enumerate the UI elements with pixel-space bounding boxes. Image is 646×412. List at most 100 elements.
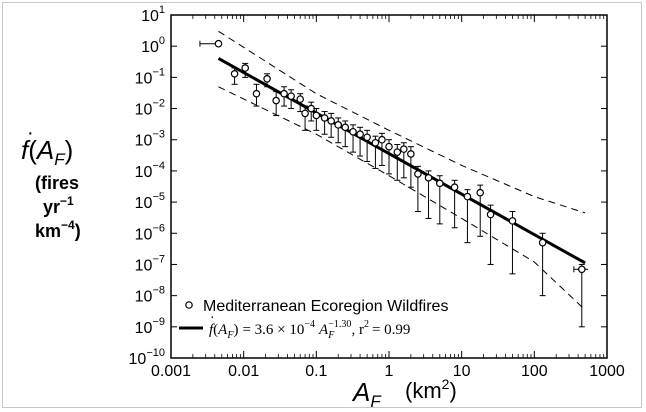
chart-svg: 10110010−110−210−310−410−510−610−710−810… <box>21 4 625 411</box>
y-tick-base: 10 <box>135 70 153 87</box>
data-point <box>414 170 422 178</box>
data-point <box>320 114 329 122</box>
legend-fit-A: A <box>217 322 228 338</box>
y-tick-label: 10−10 <box>129 347 165 368</box>
fit-line <box>217 57 586 265</box>
data-point <box>363 133 371 142</box>
y-axis-ticks: 10110010−110−210−310−410−510−610−710−810… <box>129 4 607 368</box>
data-point <box>378 135 386 144</box>
legend-fit-formula: f(AF) = 3.6 × 10−4 AF−1.30, r2 = 0.99 <box>209 319 410 341</box>
data-point <box>435 179 444 188</box>
legend-fit-r2exp: 2 <box>364 319 369 330</box>
y-tick-label: 10−2 <box>135 98 165 119</box>
y-tick-exp: −2 <box>152 98 165 110</box>
y-tick-exp: −8 <box>152 285 165 297</box>
svg-text:km−4): km−4) <box>35 218 81 241</box>
y-tick-label: 10−5 <box>135 191 165 212</box>
x-tick-label: 0.01 <box>228 363 259 380</box>
data-point <box>272 96 280 105</box>
y-tick-base: 10 <box>135 320 153 337</box>
data-point <box>538 238 547 247</box>
legend-fit-A2exp: −1.30 <box>328 319 351 330</box>
y-label-line4-close: ) <box>75 221 81 241</box>
data-point <box>241 64 250 72</box>
x-label-unit-exp: 2 <box>442 376 450 392</box>
x-tick-label: 10 <box>453 363 471 380</box>
legend-fit-A2: A <box>318 322 329 338</box>
data-point <box>327 117 335 125</box>
fit-line-group <box>217 57 586 265</box>
y-tick-exp: −1 <box>152 66 165 78</box>
y-tick-exp: 1 <box>159 4 165 16</box>
x-tick-label: 0.1 <box>305 363 327 380</box>
y-tick-exp: −10 <box>146 347 165 359</box>
y-label-paren-open: ( <box>28 135 37 165</box>
x-axis-label: AF (km2) <box>351 376 457 411</box>
y-tick-exp: −5 <box>152 191 165 203</box>
y-tick-exp: −4 <box>152 160 165 172</box>
y-label-line4-base: km <box>35 221 61 241</box>
x-tick-label: 1000 <box>589 363 625 380</box>
legend-fit-r2: , r <box>351 322 364 338</box>
y-tick-label: 10−9 <box>135 316 165 337</box>
legend-fit-f: f <box>209 322 215 338</box>
upper-confidence-band <box>218 30 586 214</box>
data-point <box>214 39 223 48</box>
data-point <box>287 92 295 100</box>
y-label-arg-sub: F <box>54 150 66 169</box>
confidence-bands <box>218 30 586 311</box>
legend-fit-coef-exp: −4 <box>304 319 315 330</box>
y-label-line3-exp: −1 <box>60 194 74 208</box>
svg-text:(km2): (km2) <box>405 376 457 403</box>
svg-text:yr−1: yr−1 <box>43 194 74 217</box>
y-tick-label: 10−1 <box>135 66 165 87</box>
y-label-line2: (fires <box>35 173 79 193</box>
y-tick-label: 10−7 <box>135 253 165 274</box>
data-point <box>312 111 321 120</box>
y-tick-base: 10 <box>135 164 153 181</box>
data-point <box>371 138 380 147</box>
data-points <box>199 39 589 328</box>
data-point <box>486 210 495 219</box>
data-point <box>349 127 357 136</box>
legend-series-label: Mediterranean Ecoregion Wildfires <box>203 298 448 315</box>
legend-fit-r2val: = 0.99 <box>372 322 410 338</box>
data-point <box>450 183 459 192</box>
y-tick-label: 10−6 <box>135 222 165 243</box>
legend: Mediterranean Ecoregion Wildfires f(AF) =… <box>179 298 448 341</box>
data-point <box>385 142 393 151</box>
legend-fit-Asub: F <box>226 330 234 341</box>
y-tick-base: 10 <box>135 102 153 119</box>
legend-fit-eq: = 3.6 × 10 <box>242 322 304 338</box>
y-tick-base: 10 <box>129 351 147 368</box>
x-label-unit-close: ) <box>449 378 456 403</box>
data-point <box>341 123 350 132</box>
x-label-symbol: A <box>351 377 370 407</box>
y-tick-exp: 0 <box>159 35 165 47</box>
y-tick-base: 10 <box>135 289 153 306</box>
data-point <box>407 150 415 158</box>
data-point <box>508 217 517 225</box>
y-tick-base: 10 <box>135 226 153 243</box>
y-tick-base: 10 <box>135 133 153 150</box>
y-tick-exp: −7 <box>152 253 165 265</box>
legend-fit-lp: ( <box>213 322 218 338</box>
data-point <box>263 74 271 83</box>
y-label-paren-close: ) <box>65 135 74 165</box>
data-point <box>393 148 402 156</box>
y-tick-base: 10 <box>141 39 159 56</box>
y-tick-label: 101 <box>141 4 165 25</box>
y-label-symbol: f <box>21 135 31 165</box>
y-tick-label: 10−3 <box>135 129 165 150</box>
x-label-unit-base: (km <box>405 378 442 403</box>
x-tick-label: 1 <box>385 363 394 380</box>
data-point <box>463 192 472 201</box>
y-tick-exp: −6 <box>152 222 165 234</box>
y-tick-exp: −9 <box>152 316 165 328</box>
legend-fit-f-dot: · <box>210 308 215 324</box>
y-tick-label: 10−4 <box>135 160 165 181</box>
legend-fit-A2sub: F <box>327 330 335 341</box>
data-point <box>578 265 586 274</box>
svg-text:AF: AF <box>351 377 382 407</box>
